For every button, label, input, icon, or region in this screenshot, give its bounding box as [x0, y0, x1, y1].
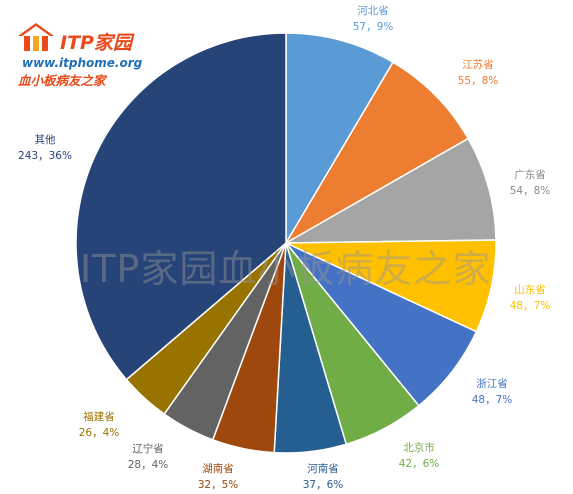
slice-label-value: 55，8% [458, 75, 499, 87]
pie-slice-11 [75, 32, 287, 381]
slice-label-name: 浙江省 [476, 377, 508, 390]
slice-label-name: 福建省 [83, 410, 115, 423]
slice-label-name: 辽宁省 [132, 442, 164, 455]
slice-label-value: 28，4% [128, 459, 169, 471]
slice-label-name: 北京市 [403, 441, 435, 454]
slice-label-value: 57，9% [353, 21, 394, 33]
pie-slice-1 [285, 32, 395, 246]
slice-label-value: 48，7% [510, 300, 551, 312]
slice-label-name: 河南省 [307, 462, 339, 475]
slice-label-value: 32，5% [198, 479, 239, 491]
slice-label-value: 37，6% [303, 479, 344, 491]
slice-label-name: 江苏省 [462, 58, 494, 71]
slice-label-value: 26，4% [79, 427, 120, 439]
pie-slice-2 [283, 61, 470, 246]
slice-label-value: 54，8% [510, 185, 551, 197]
house-logo-icon [18, 23, 54, 51]
slice-label-name: 山东省 [514, 283, 546, 296]
logo-brand: ITP家园 [60, 32, 132, 54]
pie-slice-3 [283, 137, 497, 244]
logo: ITP家园 www.itphome.org 血小板病友之家 [14, 20, 174, 88]
slice-label-name: 河北省 [357, 4, 389, 17]
slice-label-name: 广东省 [514, 168, 546, 181]
slice-label-name: 湖南省 [202, 462, 234, 475]
logo-url: www.itphome.org [22, 56, 143, 70]
logo-slogan: 血小板病友之家 [18, 73, 106, 88]
slice-label-value: 243，36% [18, 150, 72, 162]
slice-label-value: 42，6% [399, 458, 440, 470]
slice-label-value: 48，7% [472, 394, 513, 406]
slice-label-name: 其他 [35, 133, 56, 146]
